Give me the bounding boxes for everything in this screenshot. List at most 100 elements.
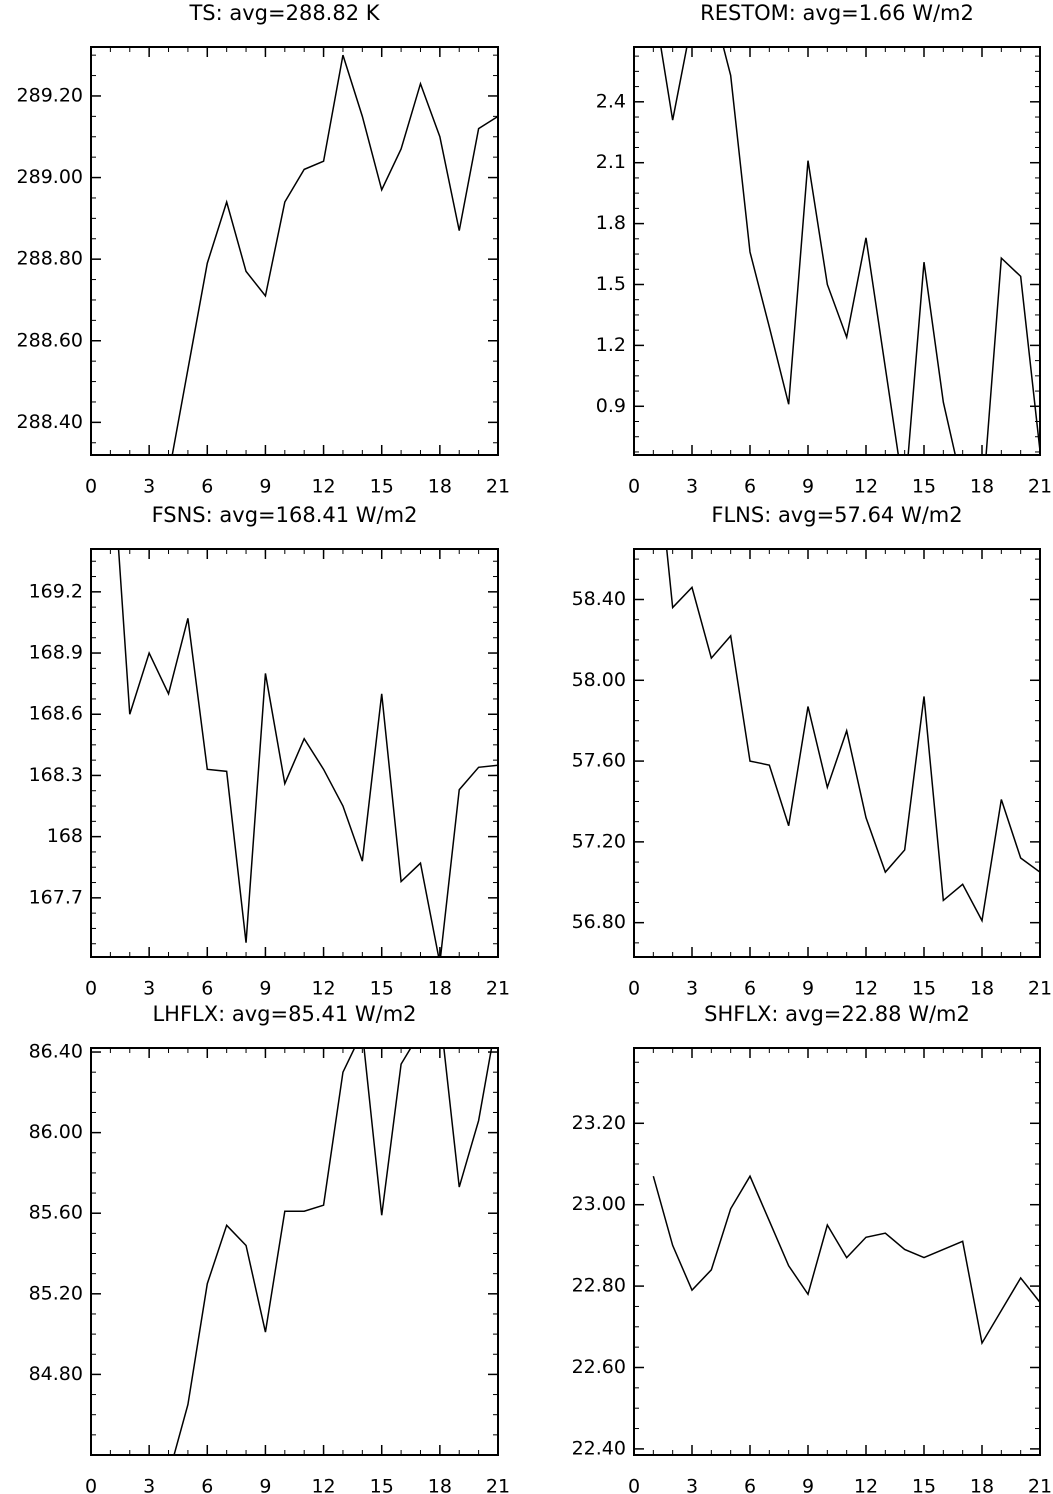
x-tick-label: 15 [370, 978, 394, 1000]
x-tick-label: 3 [686, 476, 698, 498]
chart-title: FSNS: avg=168.41 W/m2 [152, 503, 418, 527]
chart-title: SHFLX: avg=22.88 W/m2 [704, 1002, 970, 1026]
x-tick-label: 3 [143, 978, 155, 1000]
x-tick-label: 3 [686, 978, 698, 1000]
y-tick-label: 289.20 [17, 84, 83, 106]
x-tick-label: 12 [854, 476, 878, 498]
x-tick-label: 0 [628, 1476, 640, 1494]
y-tick-label: 22.60 [572, 1356, 626, 1378]
data-line [660, 47, 1040, 455]
y-tick-label: 22.40 [572, 1437, 626, 1459]
panel: FLNS: avg=57.64 W/m2 0 3 6 9 12 15 18 21 56.80 57.… [572, 503, 1053, 1000]
x-tick-label: 6 [201, 1476, 213, 1494]
y-tick-label: 57.60 [572, 750, 626, 772]
x-tick-label: 18 [970, 978, 994, 1000]
y-tick-label: 168 [47, 825, 83, 847]
x-tick-label: 9 [259, 1476, 271, 1494]
y-tick-label: 169.2 [29, 580, 83, 602]
chart-title: LHFLX: avg=85.41 W/m2 [152, 1002, 416, 1026]
x-tick-label: 9 [259, 476, 271, 498]
plot-frame [633, 1047, 1041, 1456]
x-tick-label: 9 [802, 476, 814, 498]
y-tick-label: 1.5 [596, 273, 626, 295]
y-tick-label: 288.60 [17, 329, 83, 351]
y-tick-label: 289.00 [17, 166, 83, 188]
chart-title: TS: avg=288.82 K [188, 1, 380, 25]
y-tick-label: 288.40 [17, 411, 83, 433]
x-tick-label: 21 [486, 476, 510, 498]
x-tick-label: 15 [370, 476, 394, 498]
x-tick-label: 3 [143, 1476, 155, 1494]
x-tick-label: 12 [854, 1476, 878, 1494]
x-tick-label: 18 [970, 476, 994, 498]
x-tick-label: 18 [970, 1476, 994, 1494]
x-tick-label: 3 [686, 1476, 698, 1494]
x-tick-label: 6 [744, 476, 756, 498]
x-tick-label: 12 [311, 476, 335, 498]
x-tick-label: 12 [854, 978, 878, 1000]
y-tick-label: 168.6 [29, 703, 83, 725]
x-tick-label: 21 [1028, 978, 1052, 1000]
y-tick-label: 1.8 [596, 212, 626, 234]
y-tick-label: 86.40 [29, 1041, 83, 1063]
y-tick-label: 58.40 [572, 588, 626, 610]
x-tick-label: 21 [486, 978, 510, 1000]
x-tick-label: 21 [486, 1476, 510, 1494]
y-tick-label: 57.20 [572, 830, 626, 852]
x-tick-label: 15 [912, 476, 936, 498]
x-tick-label: 0 [628, 476, 640, 498]
x-tick-label: 0 [628, 978, 640, 1000]
y-tick-label: 58.00 [572, 669, 626, 691]
x-tick-label: 0 [85, 476, 97, 498]
x-tick-label: 15 [912, 978, 936, 1000]
plot-frame [90, 46, 499, 456]
plot-frame [633, 548, 1041, 958]
y-tick-label: 1.2 [596, 334, 626, 356]
plot-frame [90, 548, 499, 958]
y-tick-label: 167.7 [29, 886, 83, 908]
data-line [652, 1174, 1040, 1346]
y-tick-label: 56.80 [572, 911, 626, 933]
panel: FSNS: avg=168.41 W/m2 0 3 6 9 12 15 18 21 167.7 16… [29, 503, 511, 1000]
plot-frame [90, 1047, 499, 1456]
x-tick-label: 18 [428, 476, 452, 498]
x-tick-label: 9 [802, 1476, 814, 1494]
y-tick-label: 288.80 [17, 248, 83, 270]
y-tick-label: 168.9 [29, 642, 83, 664]
y-tick-label: 85.60 [29, 1202, 83, 1224]
panel: LHFLX: avg=85.41 W/m2 0 3 6 9 12 15 18 21 84.80 85… [29, 1002, 511, 1494]
x-tick-label: 15 [370, 1476, 394, 1494]
x-tick-label: 6 [744, 978, 756, 1000]
y-tick-label: 0.9 [596, 395, 626, 417]
x-tick-label: 12 [311, 1476, 335, 1494]
x-tick-label: 18 [428, 978, 452, 1000]
x-tick-label: 6 [201, 978, 213, 1000]
y-tick-label: 23.20 [572, 1112, 626, 1134]
x-tick-label: 6 [744, 1476, 756, 1494]
x-tick-label: 6 [201, 476, 213, 498]
chart-title: RESTOM: avg=1.66 W/m2 [700, 1, 974, 25]
x-tick-label: 9 [259, 978, 271, 1000]
plot-frame [633, 46, 1041, 456]
y-tick-label: 2.1 [596, 151, 626, 173]
x-tick-label: 18 [428, 1476, 452, 1494]
x-tick-label: 15 [912, 1476, 936, 1494]
data-line [665, 549, 1040, 923]
panel: TS: avg=288.82 K 0 3 6 9 12 15 18 21 288.40 288.60… [17, 1, 511, 498]
x-tick-label: 3 [143, 476, 155, 498]
x-tick-label: 21 [1028, 1476, 1052, 1494]
y-tick-label: 84.80 [29, 1363, 83, 1385]
x-tick-label: 9 [802, 978, 814, 1000]
panel: SHFLX: avg=22.88 W/m2 0 3 6 9 12 15 18 21 22.40 22… [572, 1002, 1053, 1494]
y-tick-label: 168.3 [29, 764, 83, 786]
y-tick-label: 85.20 [29, 1282, 83, 1304]
x-tick-label: 0 [85, 1476, 97, 1494]
y-tick-label: 86.00 [29, 1121, 83, 1143]
data-line [117, 549, 498, 957]
data-line [173, 1048, 493, 1455]
data-line [171, 54, 498, 455]
x-tick-label: 21 [1028, 476, 1052, 498]
x-tick-label: 0 [85, 978, 97, 1000]
x-tick-label: 12 [311, 978, 335, 1000]
